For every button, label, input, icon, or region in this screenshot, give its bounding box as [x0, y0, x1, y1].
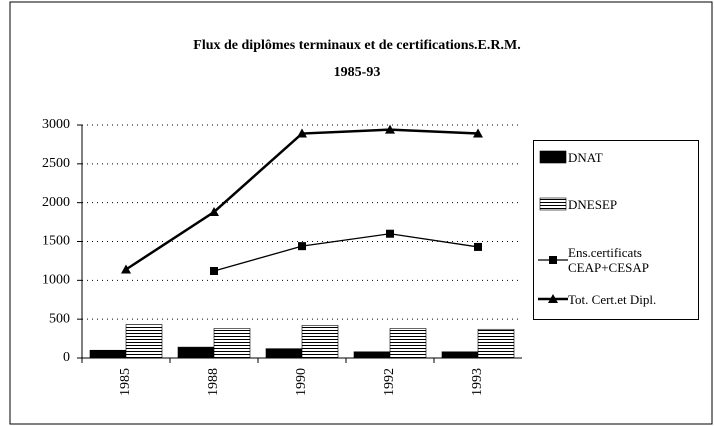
marker — [297, 128, 307, 138]
y-tick-label: 1500 — [42, 234, 70, 249]
x-tick-label: 1992 — [382, 368, 397, 396]
bar — [177, 346, 215, 359]
bar — [265, 348, 303, 359]
y-tick-label: 500 — [49, 311, 70, 326]
marker — [386, 229, 394, 238]
legend-entry: Tot. Cert.et Dipl. — [538, 291, 656, 307]
y-tick-label: 0 — [63, 350, 70, 365]
x-tick-label: 1990 — [294, 368, 309, 396]
legend-swatch — [539, 150, 567, 164]
swatch — [539, 197, 567, 211]
bar — [441, 351, 479, 359]
y-tick-label: 2500 — [42, 156, 70, 171]
legend-label: Ens.certificats CEAP+CESAP — [568, 245, 650, 275]
y-tick-label: 3000 — [42, 117, 70, 132]
legend-swatch — [539, 197, 567, 211]
legend-label: Tot. Cert.et Dipl. — [568, 291, 657, 307]
bar — [477, 328, 515, 359]
bar — [389, 328, 427, 359]
marker — [298, 242, 306, 251]
marker — [473, 128, 483, 138]
legend-swatch — [538, 294, 568, 303]
frame — [9, 1, 713, 425]
x-tick-label: 1988 — [206, 368, 221, 396]
legend: DNAT DNESEP Ens.certificats CEAP+CESAP Tot.… — [533, 140, 699, 320]
bar — [301, 325, 339, 359]
swatch — [539, 150, 567, 164]
bar — [89, 349, 127, 359]
marker — [209, 206, 219, 216]
swatch — [548, 294, 558, 303]
marker — [121, 264, 131, 274]
marker — [385, 124, 395, 134]
x-tick-label: 1993 — [470, 368, 485, 396]
y-tick-label: 2000 — [42, 195, 70, 210]
legend-entry: DNESEP — [538, 196, 617, 212]
legend-entry: DNAT — [538, 149, 603, 165]
chart-subtitle: 1985-93 — [334, 65, 381, 80]
legend-swatch — [538, 256, 568, 264]
legend-label: DNAT — [568, 149, 603, 165]
bar — [125, 324, 163, 359]
bar — [213, 328, 251, 359]
x-tick-label: 1985 — [118, 368, 133, 396]
bar — [353, 351, 391, 359]
marker — [210, 267, 218, 276]
marker — [474, 242, 482, 251]
y-tick-label: 1000 — [42, 273, 70, 288]
line — [213, 233, 479, 272]
swatch — [549, 256, 557, 264]
legend-entry: Ens.certificats CEAP+CESAP — [538, 245, 649, 275]
legend-label: DNESEP — [568, 196, 618, 212]
chart-title: Flux de diplômes terminaux et de certifi… — [193, 38, 520, 53]
